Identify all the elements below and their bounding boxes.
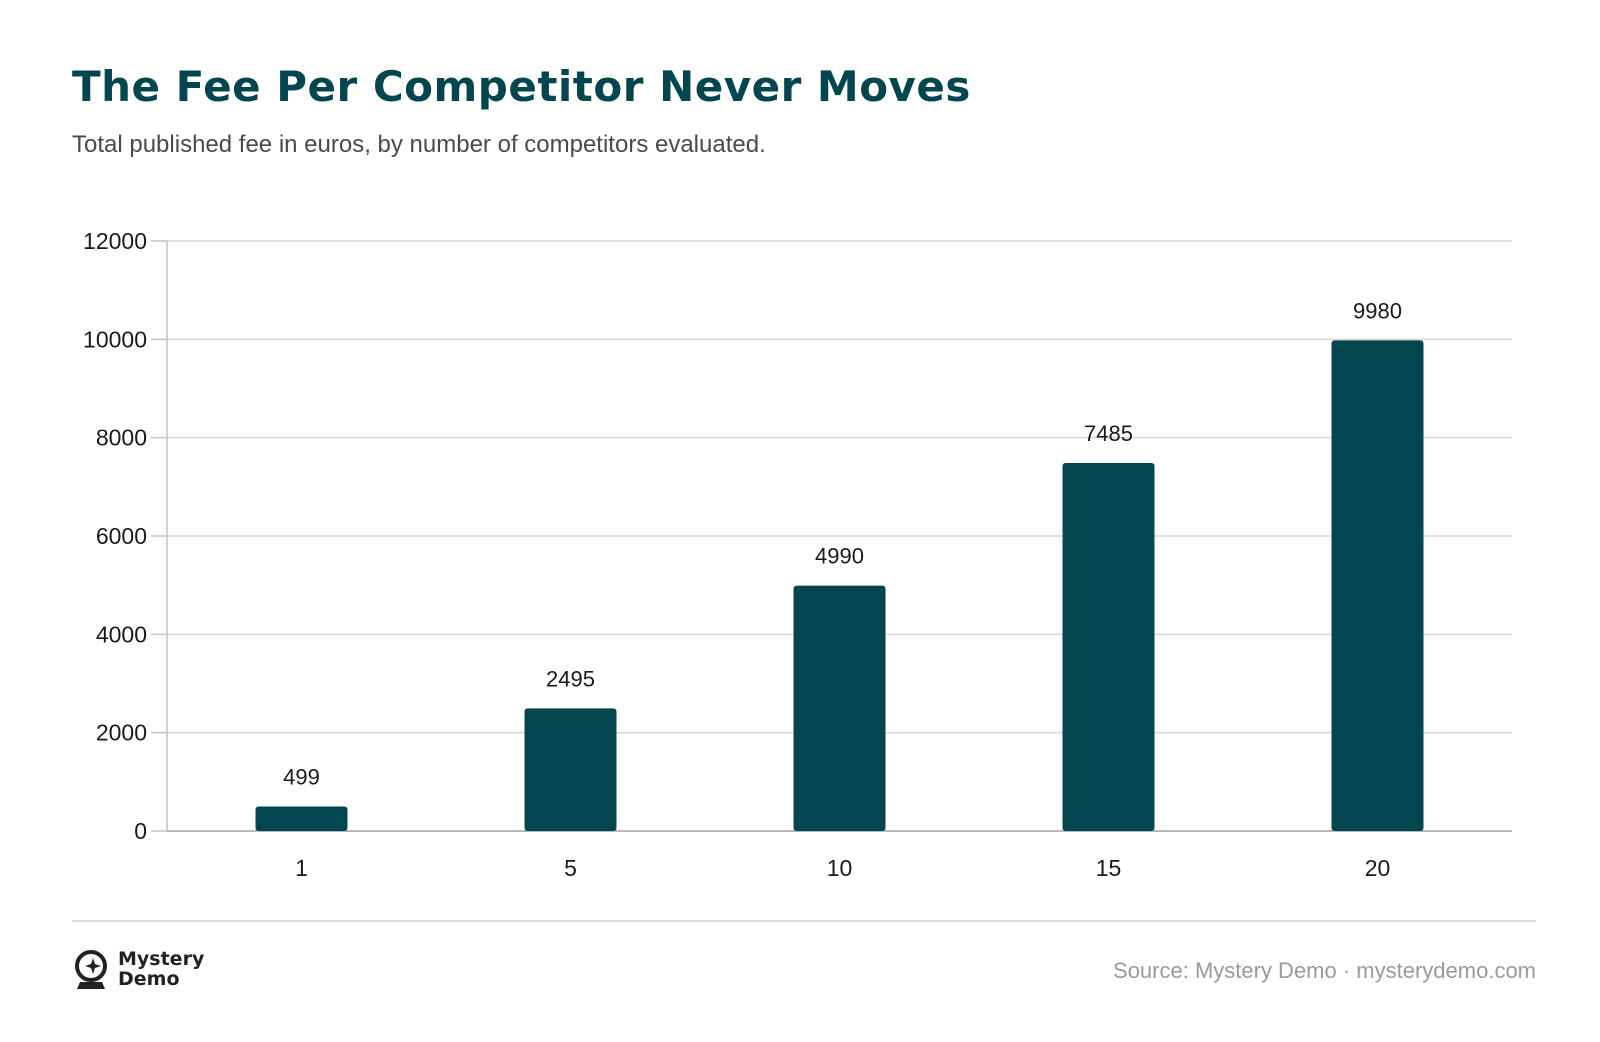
data-label: 499 xyxy=(283,764,320,789)
axes: 0 2000 4000 6000 8000 10000 12000 xyxy=(83,228,1512,844)
footer-divider xyxy=(72,920,1536,922)
brand-logo: Mystery Demo xyxy=(72,948,204,990)
bar xyxy=(524,708,617,831)
brand-name-line2: Demo xyxy=(118,968,180,990)
crystal-ball-sparkle-icon xyxy=(75,950,107,989)
y-tick-label: 10000 xyxy=(83,326,147,352)
brand-name-line1: Mystery xyxy=(118,948,205,970)
source-credit: Source: Mystery Demo · mysterydemo.com xyxy=(1113,958,1536,983)
bar xyxy=(1331,340,1424,831)
x-tick-label: 5 xyxy=(564,855,577,881)
data-label: 9980 xyxy=(1353,298,1402,323)
chart-subtitle: Total published fee in euros, by number … xyxy=(72,131,766,158)
bar xyxy=(793,585,886,831)
labels: 499 1 2495 5 4990 10 7485 15 9980 20 xyxy=(283,298,1402,881)
x-tick-label: 20 xyxy=(1365,855,1391,881)
data-label: 2495 xyxy=(546,666,595,691)
x-tick-label: 10 xyxy=(827,855,853,881)
y-tick-label: 12000 xyxy=(83,228,147,254)
x-tick-label: 15 xyxy=(1096,855,1122,881)
x-tick-label: 1 xyxy=(295,855,308,881)
y-tick-label: 8000 xyxy=(96,425,147,451)
y-tick-label: 2000 xyxy=(96,720,147,746)
y-tick-label: 4000 xyxy=(96,621,147,647)
chart-title: The Fee Per Competitor Never Moves xyxy=(72,62,971,111)
bar xyxy=(255,806,348,831)
data-label: 7485 xyxy=(1084,421,1133,446)
bars xyxy=(255,340,1424,831)
bar xyxy=(1062,462,1155,831)
y-tick-label: 0 xyxy=(134,818,147,844)
y-tick-label: 6000 xyxy=(96,523,147,549)
data-label: 4990 xyxy=(815,544,864,569)
